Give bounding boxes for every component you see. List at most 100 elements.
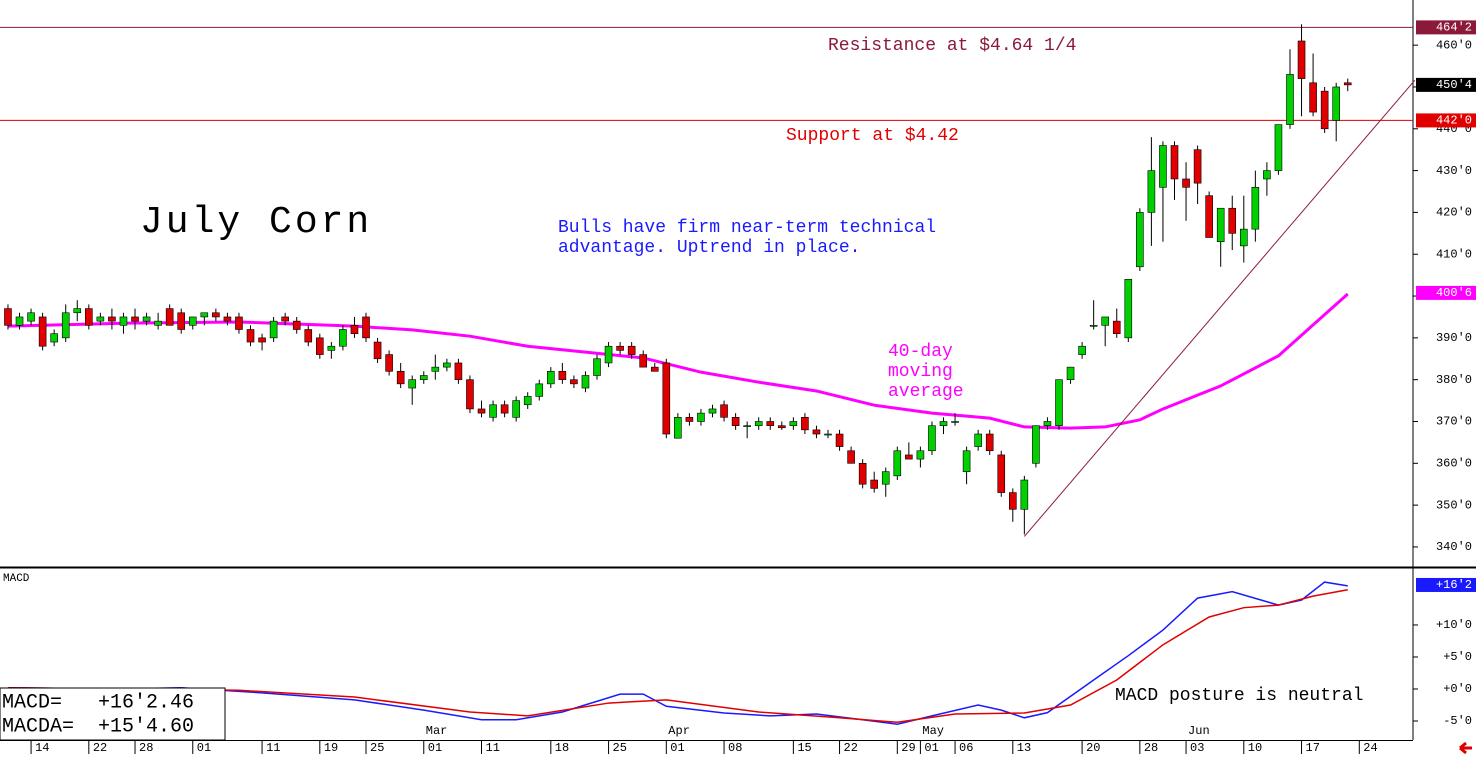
candle xyxy=(547,367,555,389)
candle-body xyxy=(754,421,763,426)
candle xyxy=(235,312,243,334)
candle xyxy=(443,358,451,372)
candle xyxy=(997,450,1006,497)
candle-body xyxy=(489,404,497,418)
candle xyxy=(246,325,255,347)
candle-body xyxy=(731,417,740,426)
candle-body xyxy=(142,316,151,322)
candle-body xyxy=(27,312,35,322)
candle xyxy=(593,354,601,380)
y-tick-label: 390'0 xyxy=(1436,331,1472,345)
candle-body xyxy=(535,383,544,397)
candle-body xyxy=(512,400,520,418)
candle-body xyxy=(477,408,486,414)
candle xyxy=(650,362,659,372)
month-label: Jun xyxy=(1188,724,1210,738)
candle-body xyxy=(916,450,925,460)
candle-body xyxy=(15,316,24,326)
x-tick-label: 25 xyxy=(370,741,384,755)
candle-body xyxy=(720,404,728,418)
candle xyxy=(385,350,393,376)
candle xyxy=(1228,195,1237,251)
candle xyxy=(766,417,775,430)
candle-body xyxy=(523,396,532,406)
candle xyxy=(697,408,705,426)
candle-body xyxy=(1205,195,1213,238)
candle-body xyxy=(985,433,994,452)
macd-y-tick-label: +5'0 xyxy=(1443,650,1472,664)
scroll-arrow[interactable] xyxy=(1459,741,1472,755)
candle-body xyxy=(778,425,786,429)
candle xyxy=(281,312,289,326)
candle-body xyxy=(847,450,855,464)
macd-y-tick-label: +0'0 xyxy=(1443,682,1472,696)
candle-body xyxy=(154,320,162,326)
candle xyxy=(743,421,751,439)
candle xyxy=(916,446,925,468)
candle xyxy=(258,333,266,351)
candle-body xyxy=(1043,421,1052,426)
candle xyxy=(1332,82,1340,142)
candle-body xyxy=(1136,212,1144,268)
candle-body xyxy=(1263,170,1271,180)
candle xyxy=(200,312,209,326)
candle xyxy=(604,342,613,368)
candle xyxy=(1032,425,1040,468)
y-tick-label: 460'0 xyxy=(1436,38,1472,52)
candle-body xyxy=(1170,145,1179,180)
y-tick-label: 380'0 xyxy=(1436,373,1472,387)
candle xyxy=(131,308,139,330)
candle-body xyxy=(766,421,775,426)
candle xyxy=(1043,417,1052,430)
candle xyxy=(431,354,440,380)
candle xyxy=(165,304,174,326)
candle-body xyxy=(974,433,982,447)
candle-body xyxy=(639,354,648,368)
candle-body xyxy=(962,450,971,472)
candle-body xyxy=(396,371,405,385)
candle-body xyxy=(1228,207,1237,234)
candle xyxy=(177,308,186,334)
candle xyxy=(489,400,497,422)
candle xyxy=(812,425,821,439)
candle-body xyxy=(547,371,555,385)
candle-body xyxy=(419,375,428,380)
candle xyxy=(1193,145,1202,205)
macd-readout: MACD= +16'2.46 xyxy=(2,691,194,714)
macd-note: MACD posture is neutral xyxy=(1115,686,1363,706)
candle-body xyxy=(1159,145,1167,188)
candle xyxy=(1274,124,1283,175)
ma-label: average xyxy=(888,382,964,402)
candle xyxy=(881,467,890,497)
candle-body xyxy=(939,421,948,426)
candle xyxy=(212,308,220,322)
chart-title: July Corn xyxy=(140,201,372,244)
candle-body xyxy=(339,329,347,347)
candle-body xyxy=(1239,228,1248,247)
candle xyxy=(419,371,428,384)
price-tag-label: 400'6 xyxy=(1436,286,1472,300)
candle-body xyxy=(408,379,417,389)
candle-body xyxy=(258,337,266,343)
candle xyxy=(939,417,948,435)
candle-body xyxy=(1055,379,1063,426)
candle xyxy=(1078,342,1086,359)
candle-body xyxy=(362,316,370,339)
candle xyxy=(523,392,532,409)
candle xyxy=(85,304,93,330)
candle xyxy=(73,300,82,322)
candle xyxy=(1124,279,1133,343)
x-tick-label: 01 xyxy=(670,741,684,755)
candle-body xyxy=(1332,86,1340,121)
candle-body xyxy=(281,316,289,322)
y-tick-label: 430'0 xyxy=(1436,164,1472,178)
candle xyxy=(408,375,417,405)
candle-body xyxy=(1124,279,1133,339)
x-tick-label: 10 xyxy=(1248,741,1262,755)
candle-body xyxy=(1147,170,1156,213)
x-tick-label: 11 xyxy=(486,741,500,755)
candle-body xyxy=(38,316,47,347)
candle xyxy=(1170,141,1179,200)
level-label: Support at $4.42 xyxy=(786,126,959,146)
candle-body xyxy=(1009,492,1017,510)
